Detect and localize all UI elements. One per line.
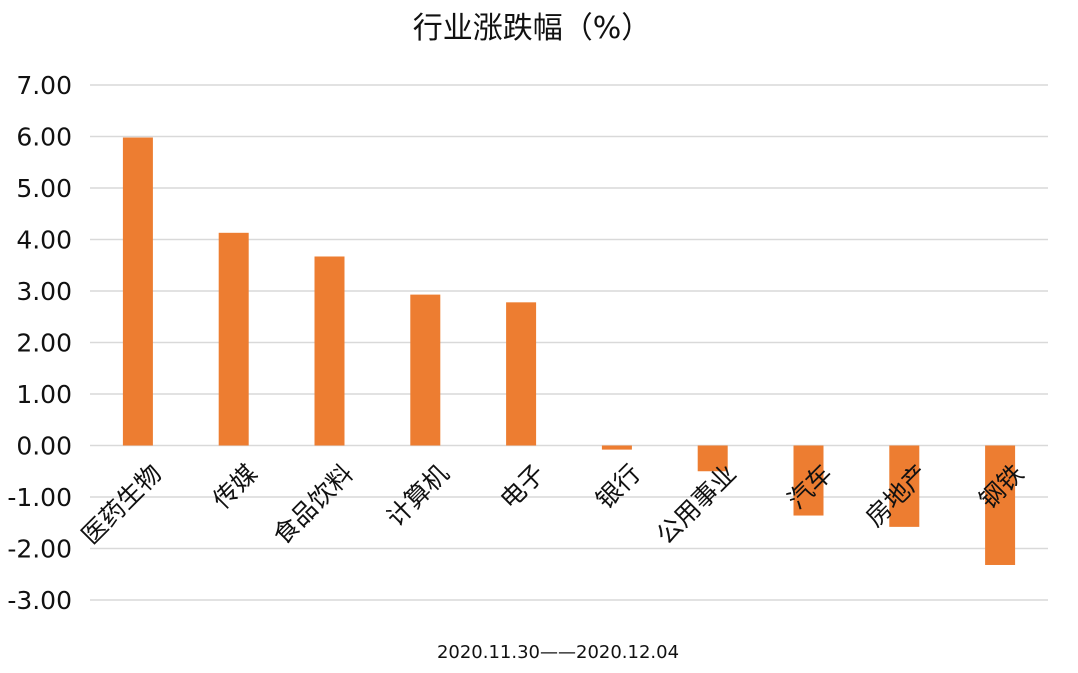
y-tick-label: 3.00 [16, 277, 72, 306]
x-category-label: 计算机 [381, 459, 455, 533]
category-labels: 医药生物 传媒 食品饮料 计算机 电子 银行 公用事业 汽车 房地产 钢铁 [76, 459, 1029, 550]
x-category-label: 公用事业 [651, 459, 742, 550]
x-category-label: 钢铁 [973, 459, 1029, 515]
y-tick-label: -1.00 [7, 483, 72, 512]
y-tick-label: 7.00 [16, 71, 72, 100]
x-category-label: 传媒 [207, 459, 263, 515]
bar [985, 445, 1016, 565]
y-tick-label: 0.00 [16, 432, 72, 461]
bar [218, 232, 249, 446]
x-category-label: 医药生物 [76, 459, 167, 550]
chart-title: 行业涨跌幅（%） [413, 11, 652, 46]
y-tick-label: 5.00 [16, 174, 72, 203]
x-category-label: 银行 [590, 459, 646, 515]
bar [793, 445, 824, 516]
x-axis-label: 2020.11.30——2020.12.04 [437, 642, 679, 663]
x-category-label: 电子 [494, 459, 550, 515]
x-category-label: 汽车 [782, 459, 838, 515]
gridlines [90, 84, 1048, 601]
x-category-label: 食品饮料 [268, 459, 359, 550]
y-tick-label: 4.00 [16, 226, 72, 255]
y-tick-label: -3.00 [7, 586, 72, 615]
bar [601, 445, 632, 450]
bar [697, 445, 728, 472]
bar [889, 445, 920, 527]
bar [506, 302, 537, 446]
bar [410, 294, 441, 446]
y-axis-ticks: 7.00 6.00 5.00 4.00 3.00 2.00 1.00 0.00 -1.00 -2.… [7, 71, 72, 615]
y-tick-label: 1.00 [16, 380, 72, 409]
bar [314, 256, 345, 446]
bars [122, 137, 1016, 565]
y-tick-label: -2.00 [7, 535, 72, 564]
bar [122, 137, 153, 446]
y-tick-label: 2.00 [16, 329, 72, 358]
y-tick-label: 6.00 [16, 123, 72, 152]
